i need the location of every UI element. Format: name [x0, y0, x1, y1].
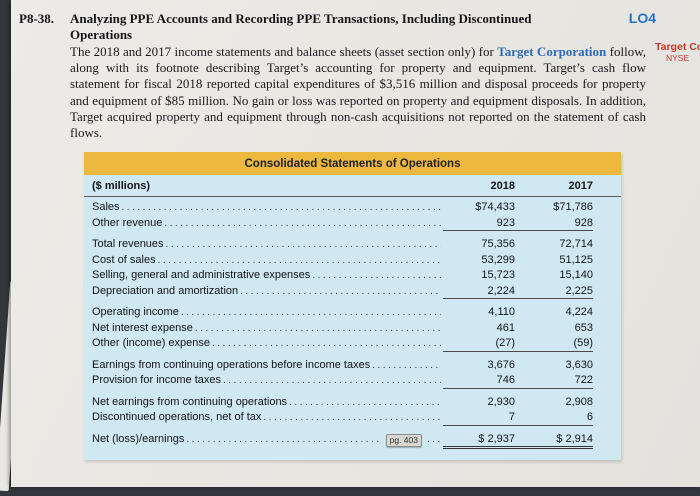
unit-label: ($ millions) [92, 180, 151, 192]
value-2017: 2,225 [515, 284, 593, 299]
table-row: Discontinued operations, net of tax.....… [84, 410, 621, 426]
value-2018: 3,676 [487, 358, 515, 371]
problem-title-line2: Operations [70, 27, 133, 42]
row-label: Selling, general and administrative expe… [92, 269, 311, 281]
paragraph-text-pre: The 2018 and 2017 income statements and … [70, 44, 498, 59]
row-label: Sales [92, 201, 120, 213]
dot-leader: ........................................… [186, 433, 381, 445]
row-label: Operating income [92, 306, 179, 318]
value-2018: (27) [443, 336, 515, 352]
value-2017: 15,140 [559, 269, 593, 281]
paragraph-text-post: follow, along with its footnote describi… [70, 44, 646, 141]
dot-leader: ........................................… [121, 202, 441, 213]
value-2018: 4,110 [488, 306, 515, 318]
dot-leader: ........................................… [180, 307, 441, 318]
row-label: Provision for income taxes [92, 374, 221, 386]
row-label: Earnings from continuing operations befo… [92, 358, 371, 371]
table-body-area: ($ millions) 2018 2017 Sales............… [84, 175, 621, 460]
dot-leader: ...... [427, 433, 441, 445]
column-header-2017: 2017 [568, 180, 593, 192]
dot-leader: ........................................… [372, 359, 441, 371]
problem-title: Analyzing PPE Accounts and Recording PPE… [70, 11, 575, 43]
value-2017: 722 [515, 373, 593, 389]
problem-number: P8-38. [19, 11, 55, 26]
table-row: Net (loss)/earnings.....................… [84, 432, 621, 449]
dot-leader: ........................................… [289, 396, 441, 408]
value-2018: $74,433 [475, 201, 515, 213]
table-row: Net earnings from continuing operations.… [84, 395, 621, 411]
row-label: Other revenue [92, 216, 163, 229]
row-label: Net interest expense [92, 321, 193, 334]
value-2018: 15,723 [481, 269, 515, 281]
learning-objective-badge: LO4 [628, 10, 656, 26]
dot-leader: ........................................… [194, 322, 441, 334]
value-2018: 461 [496, 321, 515, 334]
page-ref-badge[interactable]: pg. 403 [385, 433, 422, 447]
value-2018: 746 [443, 373, 515, 389]
dot-leader: ........................................… [223, 375, 441, 386]
table-row: Sales...................................… [84, 200, 621, 216]
value-2017: 51,125 [559, 253, 593, 266]
margin-note: Target Co NYSE [655, 42, 700, 64]
row-label: Total revenues [92, 238, 164, 250]
value-2017: $71,786 [553, 201, 593, 213]
dot-leader: ........................................… [263, 412, 441, 423]
column-header-2018: 2018 [490, 180, 515, 192]
row-label: Cost of sales [92, 253, 156, 266]
value-2017: 72,714 [559, 238, 593, 250]
row-label: Discontinued operations, net of tax [92, 411, 262, 423]
dot-leader: ........................................… [312, 270, 441, 281]
problem-paragraph: The 2018 and 2017 income statements and … [70, 44, 646, 141]
value-2017: 928 [515, 216, 593, 231]
dot-leader: ........................................… [212, 338, 441, 349]
margin-exchange-label: NYSE [666, 53, 690, 63]
value-2017: 653 [574, 321, 593, 334]
row-label: Depreciation and amortization [92, 284, 239, 297]
table-rows: Sales...................................… [84, 200, 621, 449]
dot-leader: ........................................… [165, 239, 441, 250]
row-label: Other (income) expense [92, 337, 210, 349]
table-row: Cost of sales...........................… [84, 253, 621, 269]
value-2018: 2,224 [443, 284, 515, 299]
value-2017: (59) [515, 336, 593, 352]
value-2018: 923 [443, 216, 515, 231]
company-link[interactable]: Target Corporation [497, 44, 607, 59]
dot-leader: ........................................… [240, 285, 441, 297]
table-row: Earnings from continuing operations befo… [84, 358, 621, 374]
table-row: Depreciation and amortization...........… [84, 284, 621, 299]
table-title-band: Consolidated Statements of Operations [84, 152, 621, 175]
margin-company-name: Target Co [655, 41, 700, 53]
value-2018: $ 2,937 [443, 432, 515, 449]
problem-title-line1: Analyzing PPE Accounts and Recording PPE… [70, 11, 532, 26]
value-2017: 2,908 [565, 395, 593, 408]
table-row: Net interest expense....................… [84, 321, 621, 337]
table-row: Total revenues..........................… [84, 237, 621, 253]
textbook-page: P8-38. Analyzing PPE Accounts and Record… [11, 0, 700, 487]
table-row: Provision for income taxes..............… [84, 373, 621, 389]
value-2018: 75,356 [481, 238, 515, 250]
dot-leader: ........................................… [157, 254, 441, 266]
value-2017: $ 2,914 [515, 432, 593, 449]
dot-leader: ........................................… [164, 217, 441, 229]
row-label: Net (loss)/earnings [92, 432, 185, 445]
statement-of-operations-table: Consolidated Statements of Operations ($… [84, 152, 621, 460]
value-2017: 3,630 [565, 358, 593, 371]
table-title: Consolidated Statements of Operations [244, 157, 461, 170]
table-column-header-row: ($ millions) 2018 2017 [84, 175, 621, 197]
table-row: Other revenue...........................… [84, 216, 621, 231]
value-2017: 6 [515, 410, 593, 426]
table-row: Other (income) expense..................… [84, 336, 621, 352]
row-label: Net earnings from continuing operations [92, 395, 288, 408]
value-2017: 4,224 [565, 306, 593, 318]
value-2018: 7 [443, 410, 515, 426]
table-row: Selling, general and administrative expe… [84, 268, 621, 284]
value-2018: 53,299 [481, 253, 515, 266]
table-row: Operating income........................… [84, 305, 621, 321]
value-2018: 2,930 [487, 395, 515, 408]
